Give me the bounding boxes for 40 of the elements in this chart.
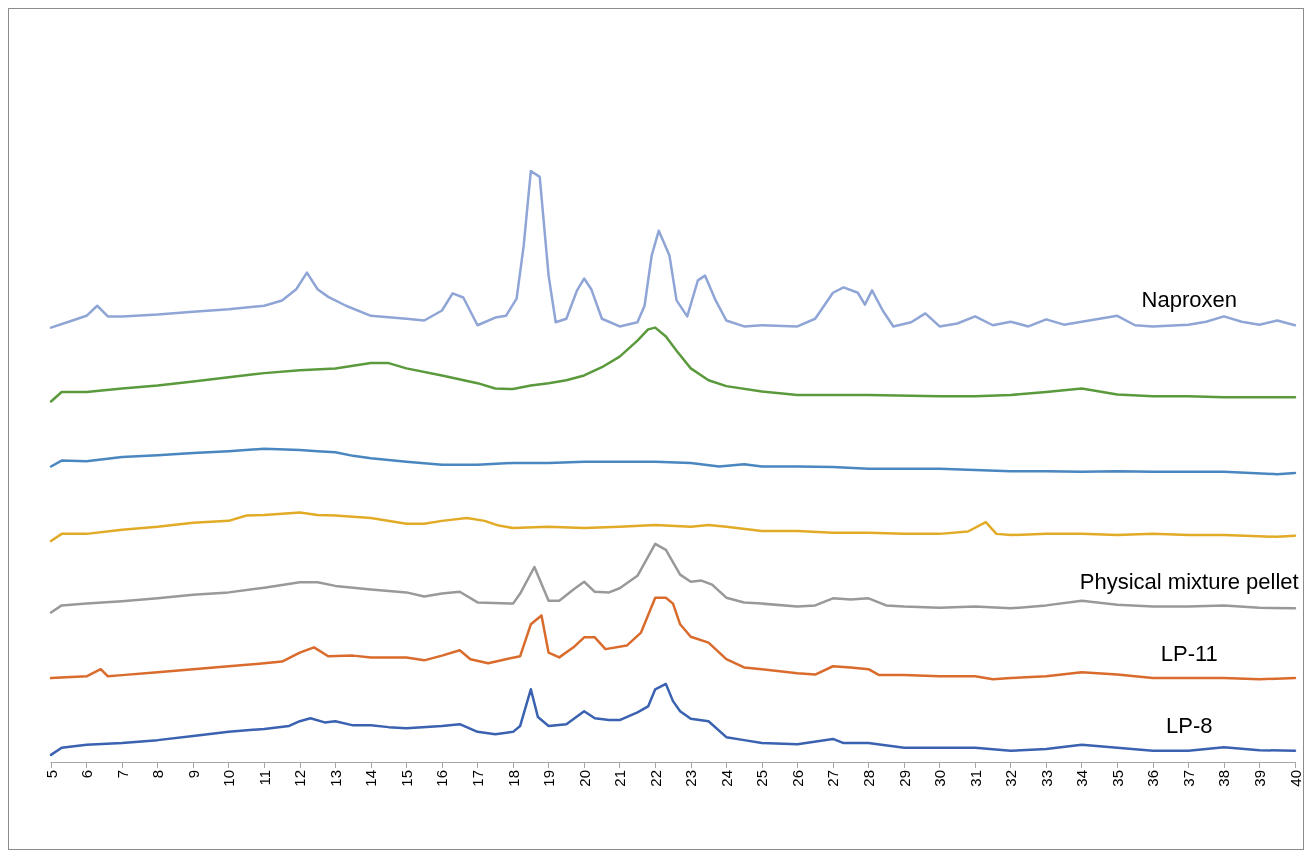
x-tick-label: 19 [540,770,558,787]
x-tick-label: 27 [824,770,842,787]
x-tick-label: 30 [931,770,949,787]
x-tick-label: 15 [397,770,415,787]
x-tick-label: 31 [966,770,984,787]
x-tick-label: 11 [255,770,273,786]
x-tick-label: 32 [1002,770,1020,787]
x-tick-label: 17 [469,770,487,787]
series-label: LP-11 [1160,640,1218,666]
x-tick-label: 29 [895,770,913,787]
x-tick-label: 34 [1073,770,1091,787]
x-tick-label: 24 [717,770,735,787]
x-tick-label: 12 [291,770,309,787]
x-tick-label: 7 [113,770,131,779]
x-tick-label: 9 [184,770,202,779]
x-tick-label: 40 [1286,770,1304,787]
x-tick-label: 39 [1250,770,1268,787]
x-tick-label: 33 [1037,770,1055,787]
series-label: Physical mixture pellet [1079,569,1299,595]
x-tick-label: 25 [753,770,771,787]
x-tick-label: 20 [575,770,593,787]
x-tick-label: 18 [504,770,522,787]
x-tick-label: 37 [1179,770,1197,787]
x-tick-label: 6 [78,770,96,779]
x-tick-label: 23 [682,770,700,787]
x-tick-label: 10 [220,770,238,787]
x-tick-label: 16 [433,770,451,787]
x-tick-label: 36 [1144,770,1162,787]
x-tick-label: 8 [149,770,167,779]
x-tick-label: 14 [362,770,380,787]
x-tick-label: 5 [42,770,60,779]
series-label: LP-8 [1166,713,1213,739]
x-tick-label: 13 [326,770,344,787]
x-tick-label: 28 [859,770,877,787]
x-tick-label: 35 [1108,770,1126,787]
x-tick-label: 38 [1215,770,1233,787]
x-tick-label: 22 [646,770,664,787]
series-label: Naproxen [1141,287,1237,313]
x-tick-label: 21 [611,770,629,787]
x-tick-label: 26 [788,770,806,787]
